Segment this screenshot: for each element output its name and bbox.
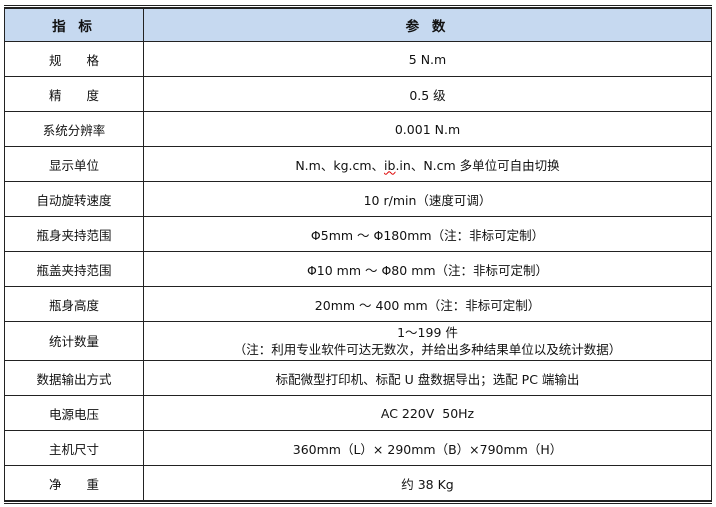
table-row: 瓶身高度 20mm ～ 400 mm（注：非标可定制） <box>4 286 712 322</box>
value-part: N.m、kg.cm、 <box>295 157 385 173</box>
value-part: .in、N.cm 多单位可自由切换 <box>395 157 560 173</box>
row-value: 约 38 Kg <box>143 465 712 501</box>
table-row: 瓶盖夹持范围 Φ10 mm ～ Φ80 mm（注：非标可定制） <box>4 251 712 287</box>
header-indicator: 指 标 <box>4 8 144 42</box>
table-row: 电源电压 AC 220V 50Hz <box>4 395 712 431</box>
table-row: 数据输出方式 标配微型打印机、标配 U 盘数据导出；选配 PC 端输出 <box>4 360 712 396</box>
row-value: AC 220V 50Hz <box>143 395 712 431</box>
header-parameter: 参 数 <box>143 8 712 42</box>
row-value: 20mm ～ 400 mm（注：非标可定制） <box>143 286 712 322</box>
spellcheck-flagged-text: ib <box>384 157 396 173</box>
row-label: 系统分辨率 <box>4 111 144 147</box>
table-row: 显示单位 N.m、kg.cm、ib.in、N.cm 多单位可自由切换 <box>4 146 712 182</box>
row-value: 1～199 件 （注：利用专业软件可达无数次，并给出多种结果单位以及统计数据） <box>143 321 712 361</box>
row-value: 标配微型打印机、标配 U 盘数据导出；选配 PC 端输出 <box>143 360 712 396</box>
row-value: Φ5mm ～ Φ180mm（注：非标可定制） <box>143 216 712 252</box>
row-value: 5 N.m <box>143 41 712 77</box>
table-row: 系统分辨率 0.001 N.m <box>4 111 712 147</box>
value-note: （注：利用专业软件可达无数次，并给出多种结果单位以及统计数据） <box>233 342 622 357</box>
row-label: 数据输出方式 <box>4 360 144 396</box>
row-label: 自动旋转速度 <box>4 181 144 217</box>
row-label: 主机尺寸 <box>4 430 144 466</box>
table-row: 主机尺寸 360mm（L）× 290mm（B）×790mm（H） <box>4 430 712 466</box>
row-value: 0.001 N.m <box>143 111 712 147</box>
row-label: 显示单位 <box>4 146 144 182</box>
row-value: 10 r/min（速度可调） <box>143 181 712 217</box>
table-row: 统计数量 1～199 件 （注：利用专业软件可达无数次，并给出多种结果单位以及统计数… <box>4 321 712 361</box>
table-header: 指 标 参 数 <box>4 8 712 42</box>
table-row: 净 重约 38 Kg <box>4 465 712 501</box>
row-label: 净 重 <box>4 465 144 501</box>
table-row: 瓶身夹持范围 Φ5mm ～ Φ180mm（注：非标可定制） <box>4 216 712 252</box>
row-label: 规 格 <box>4 41 144 77</box>
row-label: 电源电压 <box>4 395 144 431</box>
row-label: 瓶盖夹持范围 <box>4 251 144 287</box>
row-value: 360mm（L）× 290mm（B）×790mm（H） <box>143 430 712 466</box>
row-label: 瓶身夹持范围 <box>4 216 144 252</box>
table-row: 精 度 0.5 级 <box>4 76 712 112</box>
value-line: 1～199 件 <box>397 325 458 340</box>
row-value: N.m、kg.cm、ib.in、N.cm 多单位可自由切换 <box>143 146 712 182</box>
row-value: 0.5 级 <box>143 76 712 112</box>
row-value: Φ10 mm ～ Φ80 mm（注：非标可定制） <box>143 251 712 287</box>
row-label: 统计数量 <box>4 321 144 361</box>
row-label: 瓶身高度 <box>4 286 144 322</box>
table-row: 自动旋转速度 10 r/min（速度可调） <box>4 181 712 217</box>
row-label: 精 度 <box>4 76 144 112</box>
